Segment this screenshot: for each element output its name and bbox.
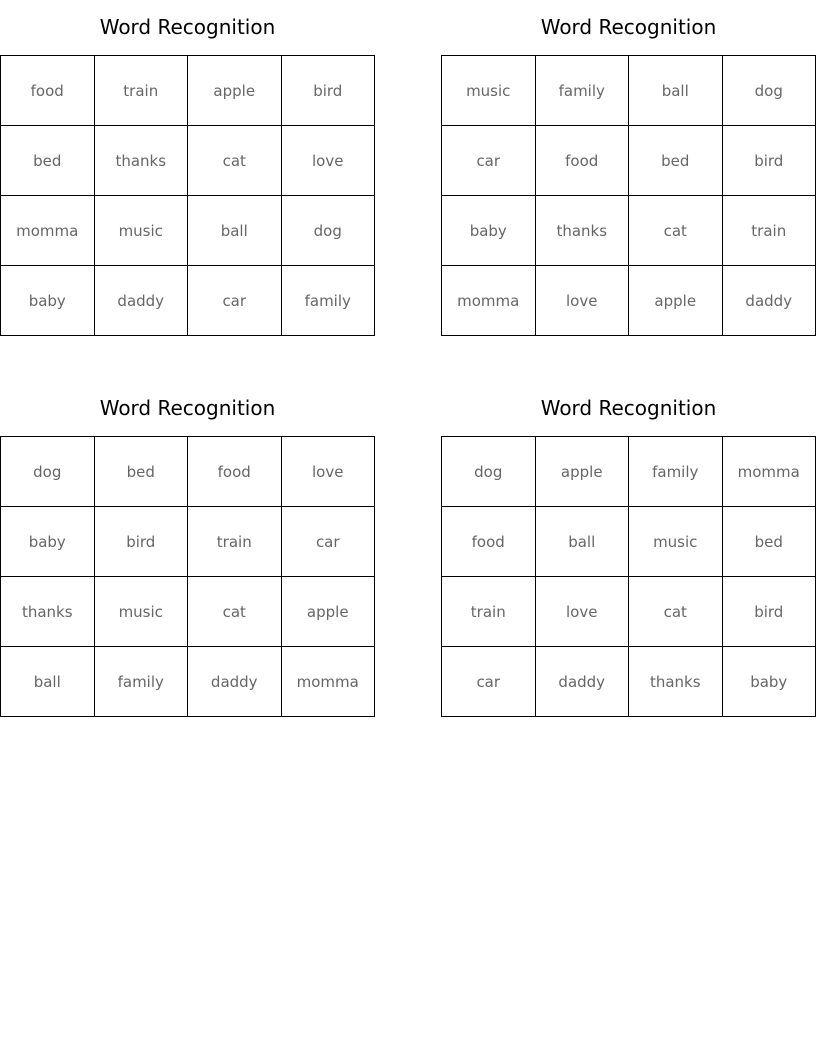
- word-cell: dog: [441, 436, 536, 507]
- word-cell: momma: [721, 436, 816, 507]
- word-cell: bed: [721, 506, 816, 577]
- word-cell: family: [93, 646, 188, 717]
- word-cell: food: [0, 55, 95, 126]
- word-grid: music family ball dog car food bed bird baby than…: [441, 55, 816, 336]
- grid-row: baby daddy car family: [0, 265, 375, 336]
- word-cell: bed: [0, 125, 95, 196]
- grid-row: bed thanks cat love: [0, 125, 375, 196]
- word-cell: love: [534, 576, 629, 647]
- word-cell: family: [534, 55, 629, 126]
- word-cell: food: [441, 506, 536, 577]
- word-cell: dog: [721, 55, 816, 126]
- word-cell: ball: [534, 506, 629, 577]
- word-cell: music: [628, 506, 723, 577]
- word-cell: momma: [280, 646, 375, 717]
- grid-row: music family ball dog: [441, 55, 816, 126]
- card-title: Word Recognition: [99, 15, 276, 39]
- word-cell: train: [93, 55, 188, 126]
- grid-row: baby bird train car: [0, 506, 375, 577]
- word-cell: car: [441, 646, 536, 717]
- word-cell: baby: [721, 646, 816, 717]
- word-cell: apple: [628, 265, 723, 336]
- word-cell: cat: [628, 576, 723, 647]
- word-cell: bird: [280, 55, 375, 126]
- word-cell: train: [441, 576, 536, 647]
- grid-row: car daddy thanks baby: [441, 646, 816, 717]
- word-cell: apple: [534, 436, 629, 507]
- word-cell: baby: [0, 265, 95, 336]
- word-cell: baby: [0, 506, 95, 577]
- word-cell: momma: [0, 195, 95, 266]
- word-cell: thanks: [628, 646, 723, 717]
- word-cell: ball: [628, 55, 723, 126]
- word-cell: car: [280, 506, 375, 577]
- word-cell: thanks: [534, 195, 629, 266]
- grid-row: train love cat bird: [441, 576, 816, 647]
- word-cell: love: [280, 436, 375, 507]
- word-cell: dog: [280, 195, 375, 266]
- word-cell: cat: [187, 125, 282, 196]
- grid-row: momma love apple daddy: [441, 265, 816, 336]
- word-cell: food: [187, 436, 282, 507]
- word-cell: daddy: [721, 265, 816, 336]
- grid-row: dog apple family momma: [441, 436, 816, 507]
- word-cell: music: [441, 55, 536, 126]
- word-grid: food train apple bird bed thanks cat love momma m…: [0, 55, 375, 336]
- word-cell: momma: [441, 265, 536, 336]
- grid-row: food ball music bed: [441, 506, 816, 577]
- word-cell: train: [721, 195, 816, 266]
- word-cell: music: [93, 576, 188, 647]
- word-cell: car: [187, 265, 282, 336]
- word-cell: cat: [187, 576, 282, 647]
- word-cell: apple: [280, 576, 375, 647]
- word-cell: bird: [93, 506, 188, 577]
- grid-row: baby thanks cat train: [441, 195, 816, 266]
- word-cell: dog: [0, 436, 95, 507]
- word-cell: music: [93, 195, 188, 266]
- word-cell: food: [534, 125, 629, 196]
- word-cell: thanks: [0, 576, 95, 647]
- word-cell: daddy: [534, 646, 629, 717]
- word-cell: family: [280, 265, 375, 336]
- card-title: Word Recognition: [540, 396, 717, 420]
- word-cell: baby: [441, 195, 536, 266]
- grid-row: dog bed food love: [0, 436, 375, 507]
- word-cell: ball: [187, 195, 282, 266]
- word-cell: love: [280, 125, 375, 196]
- word-cell: thanks: [93, 125, 188, 196]
- word-cell: bird: [721, 576, 816, 647]
- word-grid: dog apple family momma food ball music bed train…: [441, 436, 816, 717]
- card-title: Word Recognition: [540, 15, 717, 39]
- word-cell: love: [534, 265, 629, 336]
- word-cell: family: [628, 436, 723, 507]
- word-cell: bed: [628, 125, 723, 196]
- word-cell: train: [187, 506, 282, 577]
- word-cell: bird: [721, 125, 816, 196]
- grid-row: food train apple bird: [0, 55, 375, 126]
- word-cell: daddy: [93, 265, 188, 336]
- word-cell: bed: [93, 436, 188, 507]
- word-cell: ball: [0, 646, 95, 717]
- word-cell: daddy: [187, 646, 282, 717]
- word-grid: dog bed food love baby bird train car thanks musi…: [0, 436, 375, 717]
- word-cell: apple: [187, 55, 282, 126]
- word-cell: cat: [628, 195, 723, 266]
- grid-row: thanks music cat apple: [0, 576, 375, 647]
- card-title: Word Recognition: [99, 396, 276, 420]
- grid-row: car food bed bird: [441, 125, 816, 196]
- word-cell: car: [441, 125, 536, 196]
- grid-row: momma music ball dog: [0, 195, 375, 266]
- grid-row: ball family daddy momma: [0, 646, 375, 717]
